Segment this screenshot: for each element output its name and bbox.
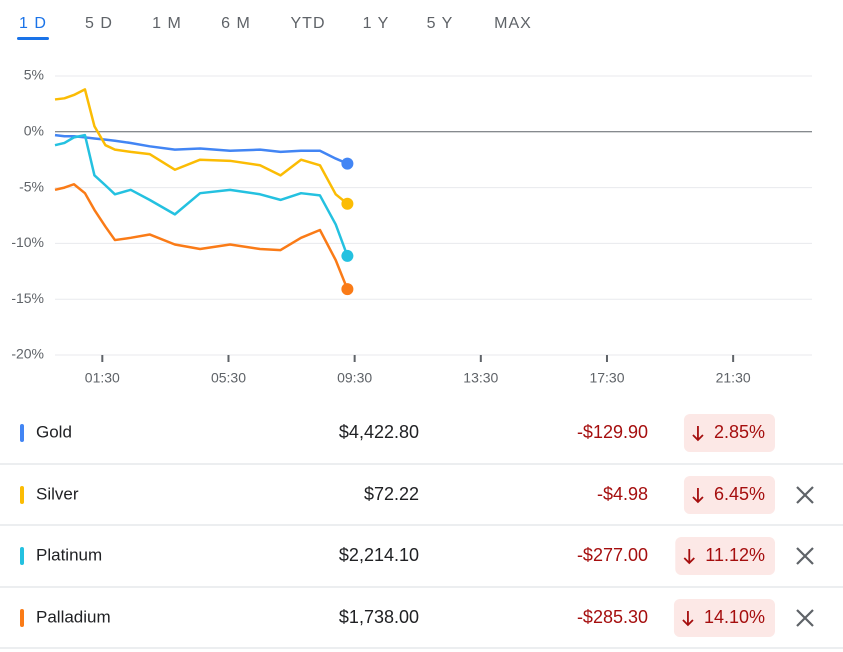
range-tab[interactable]: 6 M — [221, 15, 251, 32]
price: $4,422.80 — [339, 422, 419, 442]
remove-button[interactable] — [796, 486, 814, 504]
color-bar — [20, 609, 24, 627]
x-tick-label: 17:30 — [589, 370, 624, 386]
series-line — [54, 133, 348, 165]
color-bar — [20, 486, 24, 504]
instrument-name: Gold — [36, 422, 72, 441]
x-tick-label: 05:30 — [211, 370, 246, 386]
range-tab[interactable]: 1 Y — [363, 15, 390, 32]
x-tick-label: 01:30 — [85, 370, 120, 386]
remove-button[interactable] — [796, 609, 814, 627]
color-bar — [20, 424, 24, 442]
percent-change: 11.12% — [705, 545, 765, 565]
percent-change: 14.10% — [704, 607, 765, 627]
change: -$4.98 — [597, 484, 648, 504]
y-tick-label: 5% — [24, 67, 44, 83]
down-arrow-icon — [692, 426, 704, 442]
range-tab[interactable]: 1 D — [19, 15, 47, 32]
down-arrow-icon — [692, 488, 704, 504]
y-tick-label: -15% — [11, 290, 44, 306]
percent-change: 6.45% — [714, 484, 765, 504]
end-dot — [341, 197, 354, 210]
y-tick-label: -5% — [19, 178, 44, 194]
percent-badge — [683, 476, 775, 514]
y-tick-label: -10% — [11, 234, 44, 250]
down-arrow-icon — [682, 611, 694, 627]
x-tick-label: 09:30 — [337, 370, 372, 386]
y-tick-label: -20% — [11, 346, 44, 362]
series-line — [54, 183, 349, 290]
range-tab[interactable]: YTD — [291, 15, 326, 32]
down-arrow-icon — [683, 549, 695, 565]
series-line — [54, 133, 349, 257]
instrument-name: Platinum — [36, 545, 102, 564]
end-dot — [341, 283, 354, 296]
range-tab[interactable]: 5 D — [85, 15, 113, 32]
range-tab[interactable]: 1 M — [152, 15, 182, 32]
series-line — [54, 88, 349, 205]
color-bar — [20, 547, 24, 565]
change: -$129.90 — [577, 422, 648, 442]
percent-change: 2.85% — [714, 422, 765, 442]
range-tab[interactable]: MAX — [494, 15, 532, 32]
price: $2,214.10 — [339, 545, 419, 565]
change: -$285.30 — [577, 607, 648, 627]
change: -$277.00 — [577, 545, 648, 565]
percent-badge — [675, 537, 775, 575]
y-tick-label: 0% — [24, 123, 44, 139]
instrument-name: Palladium — [36, 607, 111, 626]
percent-badge — [673, 599, 775, 637]
active-tab-underline — [17, 37, 49, 40]
price: $72.22 — [364, 484, 419, 504]
remove-button[interactable] — [796, 547, 814, 565]
x-tick-label: 13:30 — [463, 370, 498, 386]
percent-badge — [683, 414, 775, 452]
x-tick-label: 21:30 — [716, 370, 751, 386]
instrument-name: Silver — [36, 484, 79, 503]
range-tab[interactable]: 5 Y — [427, 15, 454, 32]
end-dot — [341, 249, 354, 262]
price: $1,738.00 — [339, 607, 419, 627]
end-dot — [341, 157, 354, 170]
